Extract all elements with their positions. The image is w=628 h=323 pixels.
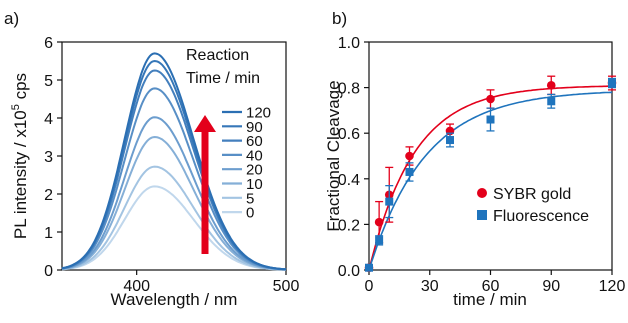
legend-title-line2: Time / min — [186, 70, 260, 87]
legend-label-20: 20 — [246, 162, 263, 179]
point-fluorescence — [547, 97, 556, 106]
panel-a-curves — [61, 52, 287, 271]
point-sybr-gold — [546, 81, 556, 90]
panel-b-y-tick-label: 0.6 — [338, 126, 360, 143]
panel-a-x-axis: 400 500 — [123, 270, 299, 295]
spectrum-curve-20min — [61, 116, 287, 271]
arrow-head — [194, 115, 216, 132]
point-fluorescence — [405, 167, 414, 176]
legend-marker-sybr-gold — [477, 188, 487, 198]
panel-a-y-axis: 0 1 2 3 4 5 6 — [44, 35, 62, 280]
panel-a-y-label-exp: 5 — [10, 104, 22, 110]
panel-b-x-tick-label: 0 — [365, 278, 374, 295]
panel-b-x-label: time / min — [453, 290, 527, 309]
arrow-shaft — [201, 130, 209, 254]
legend-marker-fluorescence — [477, 210, 487, 220]
panel-b-y-tick-label: 1.0 — [338, 35, 360, 52]
legend-label-40: 40 — [246, 147, 263, 164]
panel-a-y-label-prefix: PL intensity / x10 — [11, 110, 30, 239]
panel-a-y-tick-label: 1 — [44, 225, 53, 242]
panel-a-y-tick-label: 6 — [44, 35, 53, 52]
panel-b: b) 0.0 0.2 0.4 0.6 0.8 1.0 0 30 60 90 120 time / … — [324, 9, 625, 309]
panel-a-x-label: Wavelength / nm — [111, 290, 238, 309]
legend-label-10: 10 — [246, 176, 263, 193]
panel-b-y-axis: 0.0 0.2 0.4 0.6 0.8 1.0 — [338, 35, 369, 280]
panel-a-y-tick-label: 2 — [44, 187, 53, 204]
panel-a-x-tick-label: 400 — [123, 278, 150, 295]
panel-b-y-tick-label: 0.2 — [338, 217, 360, 234]
point-fluorescence — [608, 79, 616, 88]
panel-b-x-tick-label: 30 — [421, 278, 439, 295]
point-fluorescence — [385, 197, 394, 206]
spectrum-curve-120min — [61, 52, 287, 271]
legend-title-line1: Reaction — [186, 47, 249, 64]
panel-b-x-tick-label: 120 — [599, 278, 626, 295]
reaction-time-arrow-icon — [194, 115, 216, 254]
point-sybr-gold — [374, 217, 384, 227]
legend-label-fluorescence: Fluorescence — [493, 208, 589, 225]
panel-b-legend: SYBR gold Fluorescence — [477, 186, 589, 225]
point-fluorescence — [446, 136, 454, 145]
panel-a-y-tick-label: 3 — [44, 149, 53, 166]
legend-label-0: 0 — [246, 205, 254, 222]
panel-a-y-tick-label: 0 — [44, 263, 53, 280]
panel-b-label: b) — [332, 9, 347, 28]
panel-a-label: a) — [4, 9, 19, 28]
panel-b-y-label: Fractional Cleavage — [324, 80, 343, 231]
panel-a-y-tick-label: 4 — [44, 111, 53, 128]
panel-b-points — [364, 75, 617, 273]
panel-b-y-tick-label: 0.0 — [338, 263, 360, 280]
legend-label-90: 90 — [246, 119, 263, 136]
legend-label-5: 5 — [246, 190, 254, 207]
panel-a-y-tick-label: 5 — [44, 73, 53, 90]
panel-b-x-axis: 0 30 60 90 120 — [365, 270, 626, 295]
legend-label-60: 60 — [246, 133, 263, 150]
panel-a-y-label-suffix: cps — [11, 73, 30, 104]
legend-label-120: 120 — [246, 105, 271, 122]
point-fluorescence — [486, 115, 495, 124]
panel-a-y-label: PL intensity / x105 cps — [10, 73, 30, 239]
point-fluorescence — [365, 263, 373, 272]
panel-b-x-tick-label: 90 — [542, 278, 560, 295]
panel-b-y-tick-label: 0.8 — [338, 81, 360, 98]
panel-b-y-tick-label: 0.4 — [338, 172, 360, 189]
panel-b-x-tick-label: 60 — [482, 278, 500, 295]
point-fluorescence — [375, 236, 384, 245]
point-sybr-gold — [405, 151, 414, 161]
legend-label-sybr-gold: SYBR gold — [493, 186, 571, 203]
panel-a-x-tick-label: 500 — [273, 278, 300, 295]
point-sybr-gold — [486, 94, 495, 104]
spectrum-curve-0min — [61, 185, 286, 271]
spectrum-curve-5min — [61, 165, 287, 271]
